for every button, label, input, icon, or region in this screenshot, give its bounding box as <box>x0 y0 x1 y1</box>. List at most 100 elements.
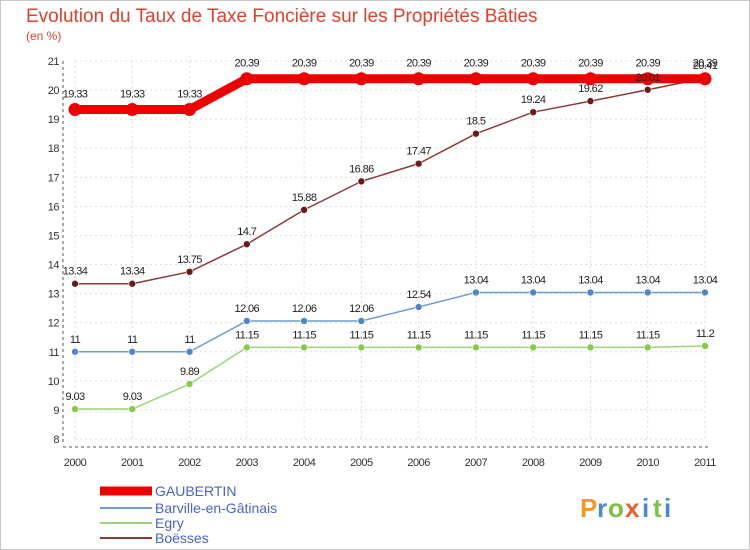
series-line-2 <box>74 345 706 410</box>
x-tick-label: 2006 <box>407 457 430 469</box>
data-point <box>586 97 595 105</box>
data-point <box>185 347 194 356</box>
y-tick-label: 13 <box>48 289 60 301</box>
data-point <box>701 342 709 350</box>
data-point <box>529 343 537 352</box>
y-tick-label: 10 <box>48 376 60 388</box>
data-point <box>357 343 366 352</box>
data-point <box>469 72 483 86</box>
data-point <box>243 317 251 325</box>
data-label: 20.01 <box>635 72 660 84</box>
data-label: 12.06 <box>349 303 374 315</box>
data-label: 20.39 <box>464 58 489 70</box>
data-point <box>583 72 597 86</box>
x-tick-label: 2007 <box>465 457 488 469</box>
data-label: 16.86 <box>349 163 374 175</box>
y-tick-label: 17 <box>48 172 60 184</box>
data-label: 9.89 <box>180 366 199 378</box>
data-point <box>414 303 423 311</box>
y-tick-label: 9 <box>53 405 59 417</box>
data-label: 9.03 <box>123 391 142 403</box>
data-label: 11.15 <box>292 329 316 341</box>
data-label: 11.15 <box>350 329 374 341</box>
data-point <box>472 129 480 138</box>
data-label: 11 <box>127 334 138 346</box>
data-point <box>529 288 537 297</box>
data-point <box>472 288 480 297</box>
data-point <box>357 317 366 325</box>
x-tick-label: 2011 <box>694 457 716 469</box>
legend-label-0: GAUBERTIN <box>155 483 236 499</box>
data-point <box>68 103 82 117</box>
x-tick-label: 2003 <box>236 457 259 469</box>
y-tick-label: 15 <box>48 230 60 242</box>
label-layer: 19.33 19.33 19.33 20.39 20.39 20.39 20.39 20.39… <box>63 58 719 403</box>
series-line-3 <box>74 77 706 285</box>
data-point <box>71 347 79 356</box>
data-label: 14.7 <box>237 226 256 238</box>
data-label: 11.15 <box>579 329 603 341</box>
data-point <box>643 343 652 352</box>
data-label: 20.41 <box>693 60 718 72</box>
data-label: 11.15 <box>464 329 488 341</box>
data-point <box>357 177 366 186</box>
brand-letter: x <box>625 493 640 523</box>
data-label: 12.06 <box>235 303 260 315</box>
data-point <box>240 72 254 86</box>
data-label: 18.5 <box>466 116 485 128</box>
y-tick-label: 14 <box>48 260 60 272</box>
data-point <box>71 279 79 288</box>
x-tick-label: 2010 <box>636 457 659 469</box>
series-line-1 <box>74 291 706 353</box>
data-label: 13.34 <box>120 266 145 278</box>
data-label: 19.33 <box>120 89 145 101</box>
data-label: 20.39 <box>578 58 603 70</box>
data-label: 20.39 <box>292 58 317 70</box>
data-point <box>643 288 652 297</box>
data-point <box>701 288 709 297</box>
data-label: 12.06 <box>292 303 317 315</box>
data-label: 11 <box>184 334 195 346</box>
y-tick-label: 20 <box>48 85 60 97</box>
brand-letter: t <box>653 493 662 523</box>
data-label: 13.04 <box>521 274 546 286</box>
brand-letter: o <box>608 493 624 523</box>
x-tick-label: 2004 <box>293 457 316 469</box>
x-tick-label: 2008 <box>522 457 545 469</box>
series-layer <box>68 72 712 413</box>
data-point <box>414 159 423 168</box>
data-label: 19.62 <box>578 83 603 95</box>
axis-layer: 8 9 10 11 12 13 14 15 16 17 18 19 20 21 2000 2001 2002 20… <box>48 56 717 469</box>
data-label: 13.04 <box>578 274 603 286</box>
data-point <box>354 72 368 86</box>
data-point <box>643 85 652 94</box>
brand-letter: i <box>642 493 649 523</box>
data-point <box>698 72 712 86</box>
data-label: 9.03 <box>65 391 84 403</box>
data-label: 20.39 <box>406 58 431 70</box>
data-point <box>472 343 480 352</box>
legend-label-1: Barville-en-Gâtinais <box>155 500 277 516</box>
data-point <box>185 380 194 388</box>
data-point <box>641 72 655 86</box>
brand-letter: r <box>597 493 607 523</box>
y-tick-label: 11 <box>49 347 60 359</box>
data-point <box>71 405 79 413</box>
data-label: 13.04 <box>635 274 660 286</box>
data-label: 11.15 <box>521 329 545 341</box>
data-label: 13.75 <box>177 254 202 266</box>
data-point <box>412 72 426 86</box>
data-label: 11.15 <box>407 329 431 341</box>
chart-title: Evolution du Taux de Taxe Foncière sur l… <box>26 6 538 27</box>
x-tick-label: 2002 <box>178 457 201 469</box>
data-point <box>125 103 139 117</box>
data-label: 13.04 <box>464 274 489 286</box>
data-label: 11.15 <box>235 329 259 341</box>
data-point <box>128 347 137 356</box>
data-label: 13.04 <box>693 274 718 286</box>
